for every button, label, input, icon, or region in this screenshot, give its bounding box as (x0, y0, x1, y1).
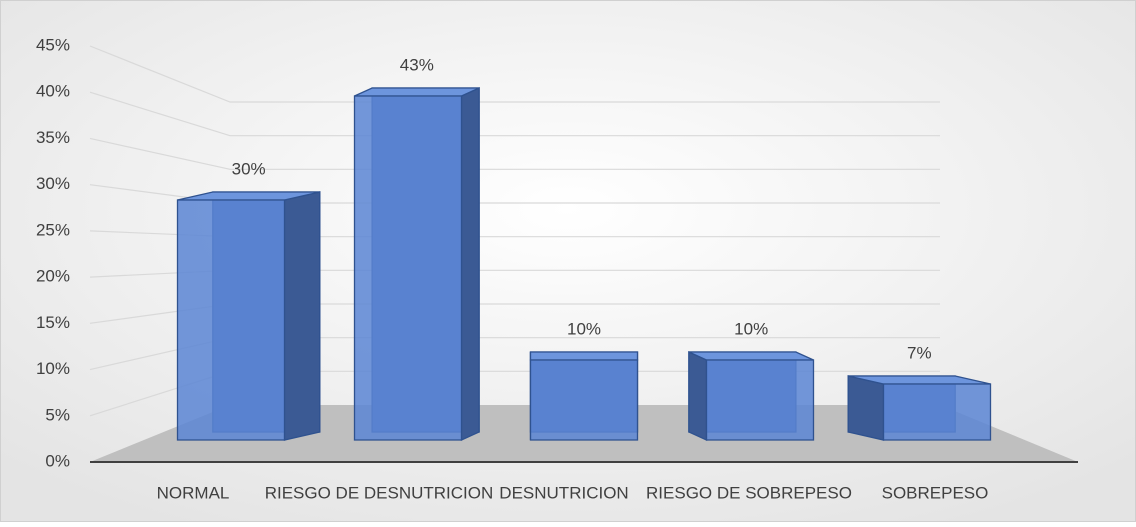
grid-line (89, 137, 940, 170)
bar (847, 375, 992, 441)
bar-side (283, 191, 321, 441)
y-tick-label: 25% (36, 220, 70, 239)
bar-side (460, 86, 480, 442)
y-tick-label: 20% (36, 267, 70, 286)
data-label: 43% (400, 55, 434, 74)
bar (688, 350, 815, 442)
y-tick-label: 10% (36, 359, 70, 378)
grid-line (89, 91, 940, 137)
bar (529, 351, 639, 441)
x-tick-label: RIESGO DE DESNUTRICION (265, 483, 494, 502)
x-tick-label: DESNUTRICION (499, 483, 628, 502)
data-label: 10% (567, 319, 601, 338)
y-tick-label: 15% (36, 313, 70, 332)
grid-line (89, 45, 940, 103)
y-tick-label: 40% (36, 82, 70, 101)
bar-front (353, 95, 463, 441)
bar-side (847, 375, 885, 441)
bar-top (688, 351, 814, 361)
x-tick-label: RIESGO DE SOBREPESO (646, 483, 852, 502)
bar (353, 86, 480, 442)
bar-top (529, 351, 639, 361)
y-tick-label: 30% (36, 174, 70, 193)
x-tick-label: NORMAL (157, 483, 230, 502)
bar-side (688, 350, 708, 442)
bar (176, 191, 321, 441)
bar-front (882, 383, 992, 441)
bar-top (354, 87, 480, 97)
data-label: 7% (907, 343, 932, 362)
data-label: 30% (232, 159, 266, 178)
y-tick-label: 5% (45, 405, 70, 424)
bar-front (705, 359, 815, 441)
bar-front (529, 359, 639, 441)
y-tick-label: 0% (45, 451, 70, 470)
bar-front (176, 199, 286, 441)
y-tick-label: 45% (36, 35, 70, 54)
y-tick-label: 35% (36, 128, 70, 147)
data-label: 10% (734, 319, 768, 338)
x-tick-label: SOBREPESO (882, 483, 989, 502)
